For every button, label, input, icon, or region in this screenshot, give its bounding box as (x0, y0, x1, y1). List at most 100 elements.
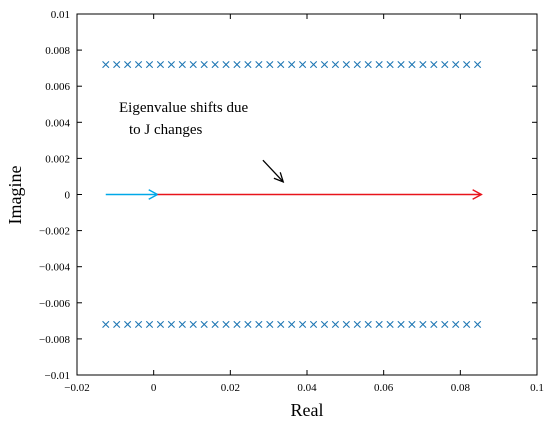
x-tick-label: 0.08 (451, 382, 471, 394)
data-point-stroke (419, 320, 427, 329)
data-point-stroke (419, 60, 427, 69)
data-point-stroke (342, 320, 350, 329)
data-point (288, 60, 296, 69)
data-point-stroke (299, 60, 307, 69)
annotation: Eigenvalue shifts due to J changes (119, 100, 285, 183)
y-tick-label: −0.004 (39, 262, 70, 274)
data-point-stroke (441, 320, 449, 329)
data-point-stroke (233, 60, 241, 69)
annotation-text: Eigenvalue shifts due (119, 100, 248, 116)
data-point (375, 320, 383, 329)
data-point (408, 320, 416, 329)
data-point-stroke (331, 320, 340, 329)
data-point-stroke (331, 60, 340, 69)
data-point-stroke (156, 320, 165, 329)
data-point-stroke (277, 320, 285, 329)
data-point-stroke (288, 320, 296, 329)
data-point (102, 60, 110, 69)
data-point (189, 320, 197, 329)
data-point-stroke (244, 320, 252, 329)
data-point (255, 60, 263, 69)
data-point-stroke (113, 320, 121, 329)
data-point-stroke (102, 60, 110, 69)
data-point-stroke (178, 60, 186, 69)
data-point-stroke (222, 60, 230, 69)
y-axis-title: Imagine (5, 166, 25, 225)
data-point-stroke (266, 60, 274, 69)
data-point (408, 60, 416, 69)
data-point (299, 60, 307, 69)
data-point (145, 60, 154, 69)
data-point (430, 60, 438, 69)
data-point-stroke (408, 60, 416, 69)
y-tick-label: 0.01 (51, 9, 70, 21)
data-point-stroke (124, 320, 132, 329)
data-point-stroke (386, 320, 394, 329)
data-point-stroke (375, 320, 383, 329)
x-tick-label: −0.02 (64, 382, 89, 394)
annotation-arrow-head (273, 172, 285, 183)
x-tick-label: 0.1 (530, 382, 544, 394)
data-point-stroke (452, 320, 460, 329)
data-point (419, 320, 427, 329)
data-point-stroke (134, 320, 143, 329)
data-point-stroke (309, 60, 318, 69)
data-point (178, 320, 186, 329)
data-point (386, 60, 394, 69)
data-point-stroke (408, 320, 416, 329)
data-point (134, 320, 143, 329)
data-point (113, 60, 121, 69)
data-point-stroke (211, 320, 219, 329)
data-point (211, 60, 219, 69)
annotation-arrow (262, 159, 285, 183)
y-tick-label: −0.01 (45, 370, 70, 382)
data-point-stroke (386, 60, 394, 69)
axes-layer: −0.02 0 0.02 0.04 0.06 0.08 0.1 −0.01 −0.008 −0.0… (39, 9, 544, 394)
data-point (342, 320, 350, 329)
data-point (156, 60, 165, 69)
data-point (452, 320, 460, 329)
data-point-stroke (299, 320, 307, 329)
data-point-stroke (441, 60, 449, 69)
y-tick-label: 0.008 (45, 45, 70, 57)
data-point (320, 320, 329, 329)
data-point (331, 60, 340, 69)
data-point-stroke (145, 320, 154, 329)
red-shift-arrow (157, 189, 483, 200)
data-point-stroke (189, 60, 197, 69)
data-point-stroke (397, 60, 405, 69)
data-point (320, 60, 329, 69)
x-tick-label: 0 (151, 382, 157, 394)
data-point-stroke (320, 60, 329, 69)
data-point (156, 320, 165, 329)
y-tick-label: 0.006 (45, 81, 70, 93)
data-point (463, 60, 471, 69)
data-point (200, 320, 208, 329)
data-point (167, 60, 175, 69)
data-point-stroke (134, 60, 143, 69)
data-point (375, 60, 383, 69)
data-point (124, 320, 132, 329)
data-point (397, 60, 405, 69)
data-point (441, 60, 449, 69)
data-point (288, 320, 296, 329)
data-point (113, 320, 121, 329)
data-point-stroke (375, 60, 383, 69)
data-point-stroke (397, 320, 405, 329)
y-tick-label: −0.002 (39, 226, 70, 238)
x-tick-label: 0.06 (374, 382, 394, 394)
x-tick-label: 0.02 (221, 382, 240, 394)
data-point (309, 60, 318, 69)
data-point (364, 320, 372, 329)
data-point (266, 320, 274, 329)
data-point-stroke (113, 60, 121, 69)
data-point (430, 320, 438, 329)
x-axis-title: Real (291, 400, 324, 420)
data-point-stroke (222, 320, 230, 329)
data-point-stroke (309, 320, 318, 329)
y-tick-label: 0.002 (45, 153, 70, 165)
annotation-text: to J changes (129, 122, 202, 138)
data-point (397, 320, 405, 329)
data-point-stroke (473, 60, 482, 69)
